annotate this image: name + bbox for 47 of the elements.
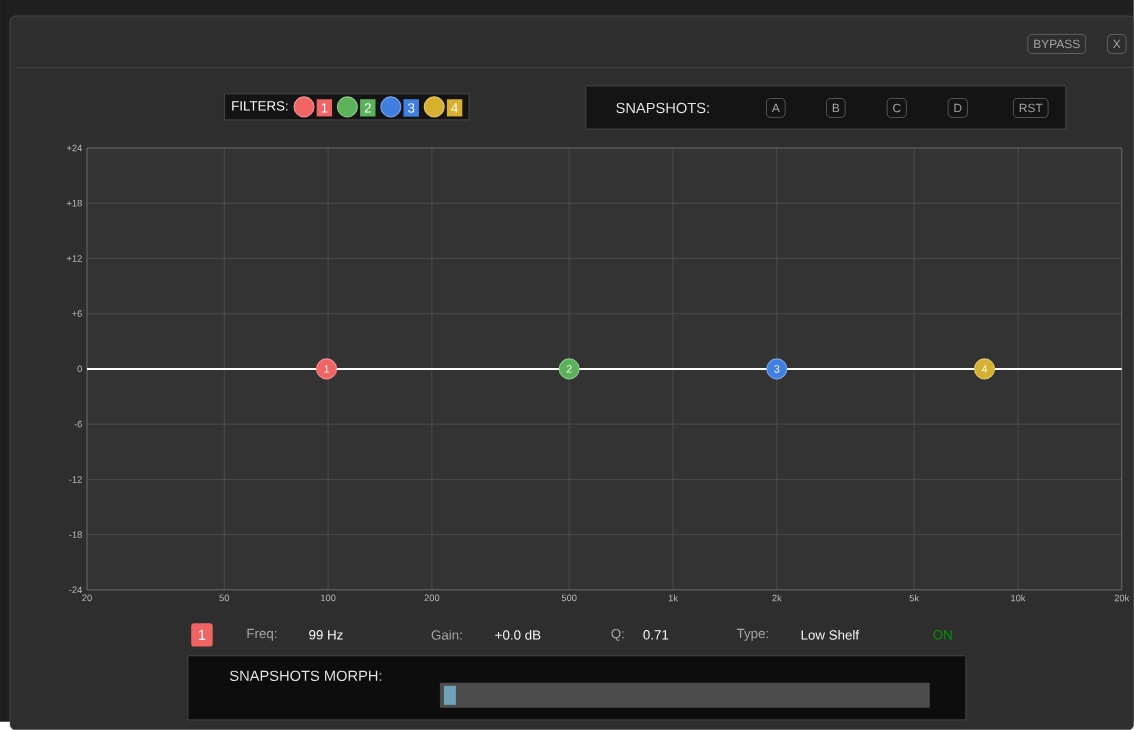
x-tick-label: 20 <box>82 594 92 602</box>
text: Type: <box>736 628 768 641</box>
y-tick-label: -18 <box>69 531 82 538</box>
y-tick-label: 0 <box>77 365 82 373</box>
text: 99 Hz <box>309 630 343 640</box>
legend-label: 3 <box>407 103 415 113</box>
text: Freq: <box>247 628 277 641</box>
x-tick-label: 200 <box>424 594 440 602</box>
legend-label: 4 <box>451 103 458 113</box>
annotation: 2 <box>566 365 572 373</box>
y-tick-label: -6 <box>74 420 82 428</box>
text: 1 <box>198 629 206 640</box>
text: 0.71 <box>643 630 669 640</box>
legend-title: FILTERS: <box>232 101 288 111</box>
text: RST <box>1019 103 1043 113</box>
y-tick-label: +24 <box>66 144 83 152</box>
text: ON <box>933 630 952 640</box>
text: +0.0 dB <box>495 629 541 640</box>
annotation: 4 <box>981 365 988 373</box>
x-tick-label: 100 <box>321 594 336 602</box>
legend-label: 2 <box>364 103 371 113</box>
text: SNAPSHOTS MORPH: <box>230 670 382 681</box>
text: BYPASS <box>1034 39 1080 49</box>
text: Gain: <box>431 629 462 640</box>
x-tick-label: 20k <box>1114 594 1130 602</box>
text: Q: <box>611 628 624 641</box>
y-tick-label: -24 <box>69 586 83 594</box>
x-tick-label: 2k <box>772 594 782 602</box>
x-tick-label: 500 <box>561 594 577 602</box>
y-tick-label: -12 <box>69 476 82 483</box>
text: D <box>954 103 962 113</box>
x-tick-label: 5k <box>909 594 920 602</box>
annotation: 3 <box>774 365 780 373</box>
annotation: 1 <box>324 365 330 373</box>
y-tick-label: +12 <box>66 255 82 262</box>
text: C <box>893 103 901 113</box>
x-tick-label: 50 <box>219 594 230 602</box>
legend-label: 1 <box>321 103 328 113</box>
y-tick-label: +18 <box>66 199 82 207</box>
text: Low Shelf <box>801 629 860 640</box>
text: A <box>771 103 780 113</box>
y-tick-label: +6 <box>72 310 82 317</box>
text: B <box>832 103 840 113</box>
x-tick-label: 1k <box>668 594 678 602</box>
x-tick-label: 10k <box>1011 594 1026 602</box>
text: X <box>1113 39 1121 49</box>
text: SNAPSHOTS: <box>616 102 709 114</box>
